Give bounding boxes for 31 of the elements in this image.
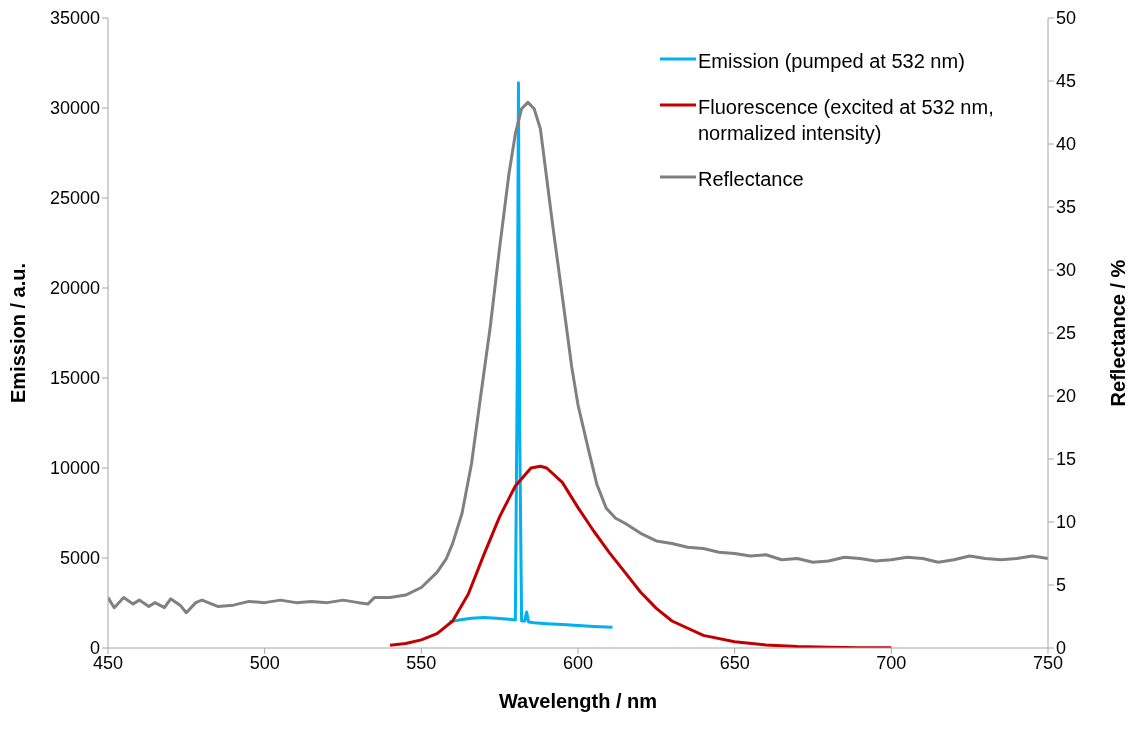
y-tick-label: 25000 (49, 188, 100, 209)
y2-tick-label: 50 (1056, 8, 1077, 29)
y-tick-label: 30000 (49, 98, 100, 119)
y2-tick-label: 30 (1056, 260, 1077, 281)
line-series (388, 464, 893, 648)
y2-tick-label: 40 (1056, 134, 1077, 155)
y-tick-label: 35000 (49, 8, 100, 29)
x-tick-label: 600 (562, 652, 594, 673)
x-tick-label: 550 (406, 652, 437, 673)
line-series (448, 81, 614, 629)
x-tick-label: 700 (876, 652, 907, 673)
legend-label: Fluorescence (excited at 532 nm, normalized intensity) (698, 95, 995, 146)
y-tick-label: 20000 (49, 278, 100, 299)
y2-tick-label: 15 (1056, 449, 1077, 470)
y2-tick-label: 10 (1056, 512, 1077, 533)
y2-tick-label: 5 (1056, 575, 1067, 596)
x-tick-label: 500 (249, 652, 280, 673)
x-tick-label: 650 (719, 652, 750, 673)
y-tick-label: 10000 (49, 458, 100, 479)
y-tick-label: 15000 (49, 368, 100, 389)
y2-tick-label: 20 (1056, 386, 1077, 407)
y-axis-title: Emission / a.u. (7, 262, 30, 404)
legend-label: Reflectance (698, 167, 804, 192)
y2-tick-label: 25 (1056, 323, 1077, 344)
y2-tick-label: 35 (1056, 197, 1077, 218)
legend-label: Emission (pumped at 532 nm) (698, 49, 965, 74)
y2-axis-title: Reflectance / % (1107, 259, 1130, 407)
x-axis-title: Wavelength / nm (498, 690, 658, 712)
y2-tick-label: 45 (1056, 71, 1077, 92)
y-tick-label: 5000 (59, 548, 100, 569)
line-series (108, 100, 1048, 615)
